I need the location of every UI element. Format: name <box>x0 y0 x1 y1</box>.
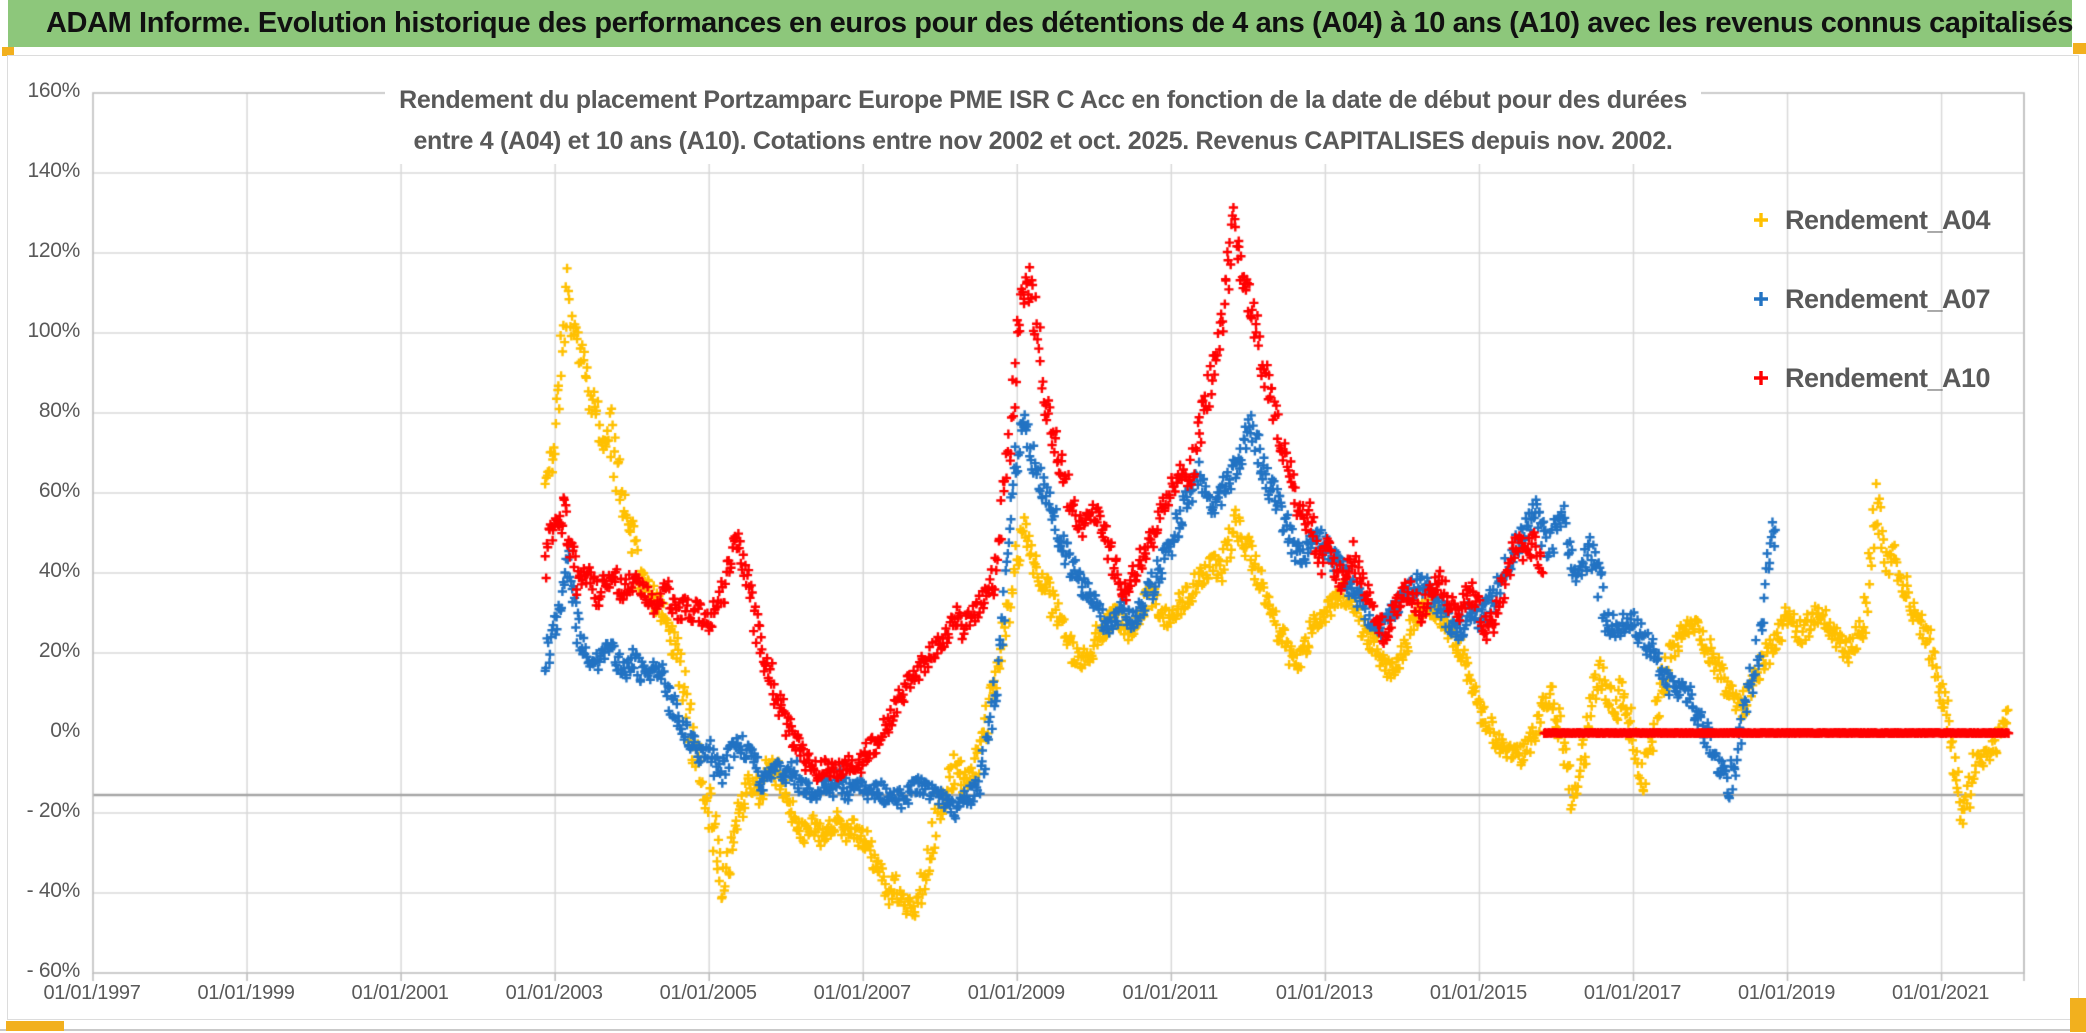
legend-plus-marker-icon <box>1754 292 1768 306</box>
legend-item-rendement_a07[interactable]: Rendement_A07 <box>1752 275 1991 323</box>
y-axis-tick-label: 20% <box>38 639 80 662</box>
y-axis-tick-label: 60% <box>38 479 80 502</box>
x-axis-tick-label: 01/01/2015 <box>1429 982 1527 1004</box>
y-axis-tick-label: 160% <box>27 79 80 102</box>
y-axis-tick-label: 140% <box>27 159 80 182</box>
y-axis-tick-label: 100% <box>27 319 80 342</box>
legend-label: Rendement_A04 <box>1785 204 1991 235</box>
x-axis-tick-label: 01/01/2003 <box>505 982 603 1004</box>
legend-plus-marker-icon <box>1754 371 1768 385</box>
bottom-divider <box>0 1029 2086 1031</box>
bottom-accent-left <box>6 1021 64 1031</box>
x-axis-tick-label: 01/01/1997 <box>43 982 141 1004</box>
y-axis-tick-label: 40% <box>38 559 80 582</box>
x-axis-tick-label: 01/01/2013 <box>1275 982 1373 1004</box>
bottom-accent-right <box>2070 998 2086 1032</box>
y-axis-tick-label: 80% <box>38 399 80 422</box>
y-axis-tick-label: - 20% <box>26 799 81 822</box>
legend-item-rendement_a10[interactable]: Rendement_A10 <box>1752 354 1991 402</box>
x-axis-tick-label: 01/01/2009 <box>967 982 1065 1004</box>
x-axis-tick-label: 01/01/2021 <box>1892 982 1990 1004</box>
y-axis-tick-label: - 60% <box>26 959 81 982</box>
y-axis-tick-label: - 40% <box>26 879 81 902</box>
x-axis-tick-label: 01/01/2019 <box>1737 982 1836 1004</box>
x-axis-tick-label: 01/01/1999 <box>197 982 295 1004</box>
x-axis-tick-label: 01/01/2005 <box>659 982 757 1004</box>
legend-label: Rendement_A10 <box>1785 362 1991 393</box>
legend-label: Rendement_A07 <box>1785 283 1991 314</box>
x-axis-tick-label: 01/01/2007 <box>813 982 911 1004</box>
y-axis-tick-label: 0% <box>50 719 80 742</box>
x-axis-tick-label: 01/01/2001 <box>351 982 449 1004</box>
x-axis-tick-label: 01/01/2011 <box>1122 982 1219 1004</box>
legend-plus-marker-icon <box>1754 213 1768 227</box>
chart-legend: Rendement_A04 Rendement_A07 Rendement_A10 <box>1752 196 1991 433</box>
x-axis-tick-label: 01/01/2017 <box>1583 982 1682 1004</box>
y-axis-tick-label: 120% <box>27 239 80 262</box>
legend-item-rendement_a04[interactable]: Rendement_A04 <box>1752 196 1991 244</box>
